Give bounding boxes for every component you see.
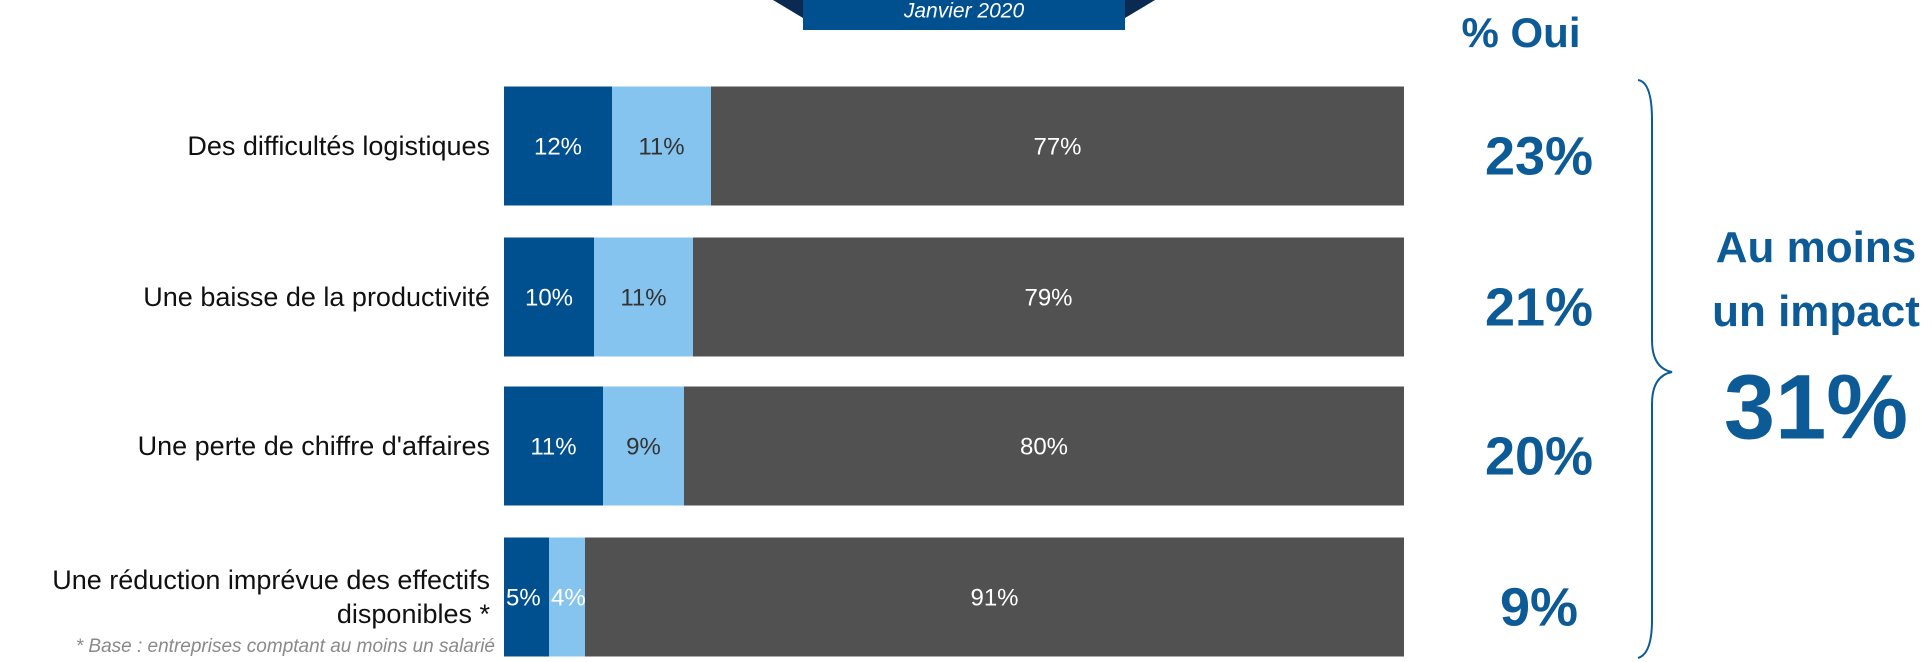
- value-label: 77%: [1033, 133, 1081, 160]
- bar-segment: [504, 86, 612, 206]
- bar-segment: [711, 86, 1404, 206]
- bar-segment: [585, 537, 1404, 657]
- total-header: % Oui: [1461, 9, 1580, 56]
- summary-label: Au moins un impact: [1712, 223, 1920, 336]
- category-label: Des difficultés logistiques: [187, 131, 490, 161]
- brace: [1637, 79, 1673, 659]
- banner-ribbon-right: [1125, 0, 1155, 18]
- bar-segment: [504, 537, 549, 657]
- bar-segment: [549, 537, 585, 657]
- summary-value: 31%: [1724, 356, 1908, 458]
- bar-segment: [504, 386, 603, 506]
- value-label: 10%: [525, 284, 573, 311]
- bar-segment: [684, 386, 1404, 506]
- value-label: 80%: [1020, 433, 1068, 460]
- banner-text: Janvier 2020: [903, 0, 1025, 23]
- total-label: 23%: [1485, 126, 1593, 186]
- category-label: Une perte de chiffre d'affaires: [137, 431, 490, 461]
- value-label: 9%: [626, 433, 661, 460]
- bar-segment: [504, 237, 594, 357]
- total-label: 21%: [1485, 277, 1593, 337]
- value-label: 11%: [530, 433, 576, 460]
- banner: [803, 0, 1125, 30]
- value-label: 5%: [506, 584, 541, 611]
- bar-segment: [603, 386, 684, 506]
- value-label: 91%: [970, 584, 1018, 611]
- value-label: 11%: [638, 133, 684, 160]
- category-label: Une baisse de la productivité: [143, 282, 490, 312]
- total-label: 9%: [1500, 577, 1578, 637]
- total-label: 20%: [1485, 426, 1593, 486]
- banner-ribbon-left: [773, 0, 803, 18]
- bar-segment: [594, 237, 693, 357]
- bar-segment: [693, 237, 1404, 357]
- value-label: 12%: [534, 133, 582, 160]
- value-label: 11%: [620, 284, 666, 311]
- value-label: 4%: [551, 584, 586, 611]
- footnote: * Base : entreprises comptant au moins u…: [75, 636, 495, 657]
- bar-segment: [612, 86, 711, 206]
- category-label: Une réduction imprévue des effectifs dis…: [52, 565, 490, 629]
- value-label: 79%: [1024, 284, 1072, 311]
